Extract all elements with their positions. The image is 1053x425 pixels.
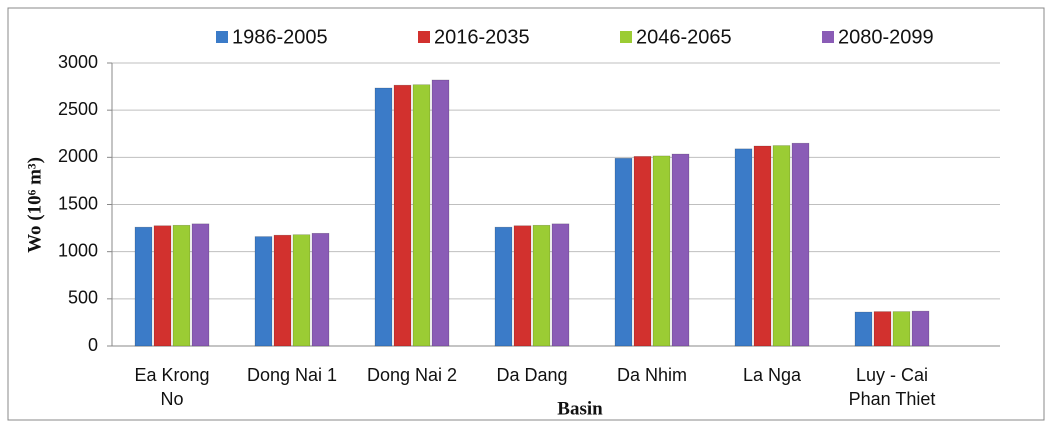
legend-swatch [822,31,834,43]
bar [273,234,292,347]
bar [873,311,892,347]
legend-label: 2080-2099 [838,26,934,48]
legend-swatch [620,31,632,43]
bar [311,232,330,347]
bar [551,223,570,347]
y-axis-label: Wo (10⁶ m³) [24,157,45,253]
bar [374,87,393,347]
legend-swatch [216,31,228,43]
legend-label: 2046-2065 [636,26,732,48]
bar [854,311,873,347]
bar [393,84,412,347]
x-axis-label: Basin [557,398,603,419]
bar [494,226,513,347]
x-tick-label: Da Dang [496,365,567,385]
bar [431,79,450,347]
y-tick-label: 2000 [58,146,98,166]
y-tick-label: 1500 [58,193,98,213]
bar [153,225,172,347]
bar [671,153,690,347]
y-tick-label: 2500 [58,99,98,119]
y-tick-label: 3000 [58,52,98,72]
bar [911,310,930,347]
x-tick-label: Da Nhim [617,365,687,385]
bar [652,155,671,347]
bar [791,142,810,347]
bar [292,234,311,347]
y-tick-label: 1000 [58,240,98,260]
bar [513,225,532,347]
bar [172,224,191,347]
bar [134,226,153,347]
x-tick-label: Ea Krong No [134,365,209,409]
bar [254,236,273,347]
legend-label: 1986-2005 [232,26,328,48]
x-tick-label: Dong Nai 2 [367,365,457,385]
legend-swatch [418,31,430,43]
x-tick-label: Dong Nai 1 [247,365,337,385]
bar [772,145,791,347]
y-tick-label: 0 [88,335,98,355]
bar [734,148,753,347]
bar [892,311,911,347]
chart-frame [7,7,1045,421]
x-tick-label: Luy - Cai Phan Thiet [849,365,936,409]
bar [191,223,210,347]
bar [532,224,551,347]
y-tick-label: 500 [68,288,98,308]
bar [412,84,431,347]
bar [633,156,652,347]
legend-label: 2016-2035 [434,26,530,48]
bar [753,145,772,347]
bar [614,157,633,347]
x-tick-label: La Nga [743,365,802,385]
